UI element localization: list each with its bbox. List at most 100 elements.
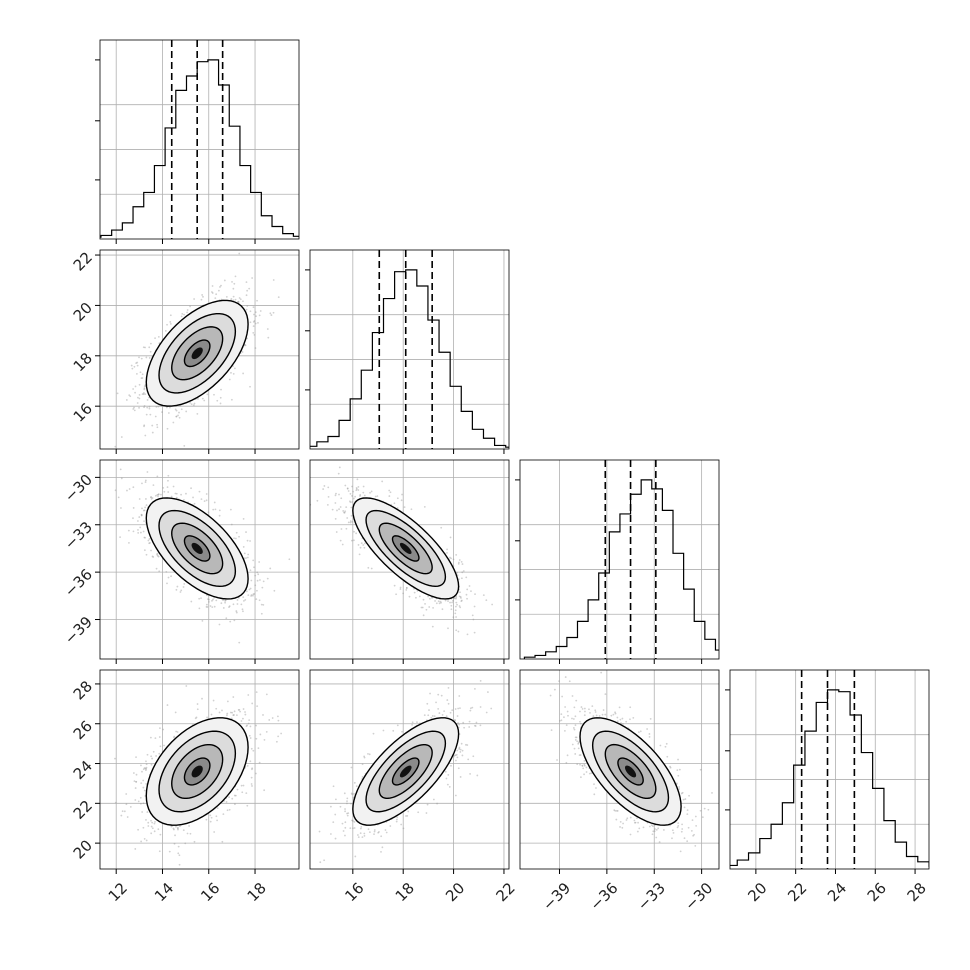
histogram-bar	[609, 532, 620, 659]
scatter-point	[334, 502, 337, 504]
scatter-point	[637, 821, 639, 824]
scatter-point	[410, 508, 413, 511]
scatter-point	[139, 802, 142, 805]
scatter-point	[149, 342, 152, 345]
scatter-point	[172, 827, 175, 830]
scatter-point	[354, 495, 357, 498]
scatter-point	[277, 296, 280, 299]
scatter-point	[215, 293, 218, 296]
scatter-point	[577, 747, 580, 750]
scatter-point	[251, 768, 253, 771]
scatter-point	[389, 825, 392, 827]
contour-line	[158, 312, 237, 394]
contour-line	[378, 522, 433, 575]
y-tick-label: 22	[70, 797, 96, 823]
scatter-point	[193, 840, 196, 843]
scatter-point	[619, 820, 622, 823]
scatter-point	[380, 850, 382, 853]
scatter-point	[195, 716, 198, 719]
histogram-bar	[439, 352, 450, 449]
y-tick-label: −30	[61, 471, 96, 506]
scatter-point	[182, 586, 185, 588]
scatter-point	[235, 714, 238, 717]
scatter-point	[143, 536, 146, 539]
scatter-point	[344, 808, 346, 810]
scatter-point	[250, 747, 253, 750]
scatter-point	[392, 729, 395, 732]
scatter-point	[220, 388, 222, 391]
scatter-point	[123, 810, 126, 813]
scatter-point	[215, 707, 218, 710]
scatter-point	[322, 488, 325, 490]
scatter-point	[403, 506, 406, 508]
scatter-point	[262, 604, 265, 606]
scatter-point	[185, 685, 188, 687]
scatter-point	[242, 546, 245, 548]
scatter-point	[560, 713, 563, 716]
scatter-point	[677, 774, 680, 777]
scatter-point	[359, 494, 362, 496]
scatter-point	[133, 780, 136, 783]
scatter-point	[574, 715, 577, 718]
scatter-point	[357, 489, 360, 491]
scatter-point	[473, 724, 476, 727]
scatter-point	[361, 763, 364, 766]
scatter-point	[156, 554, 159, 557]
scatter-point	[459, 707, 461, 710]
scatter-point	[580, 776, 582, 779]
histogram-bar	[705, 639, 716, 659]
scatter-point	[381, 846, 384, 849]
scatter-point	[455, 601, 458, 604]
scatter-point	[344, 810, 346, 813]
x-tick-label: 16	[341, 879, 367, 905]
scatter-point	[140, 357, 143, 360]
panel-frame	[309, 459, 510, 660]
scatter-point	[355, 488, 358, 490]
scatter-point	[479, 724, 482, 727]
scatter-point	[432, 606, 434, 609]
scatter-point	[456, 756, 459, 759]
scatter-point	[465, 743, 467, 746]
scatter-point	[411, 723, 413, 726]
scatter-point	[626, 817, 629, 820]
scatter-point	[252, 559, 255, 562]
scatter-point	[148, 542, 151, 545]
scatter-point	[447, 600, 449, 602]
scatter-point	[226, 712, 229, 715]
scatter-point	[632, 716, 635, 719]
contour-line	[352, 497, 460, 600]
scatter-point	[255, 598, 258, 601]
contour-line	[171, 326, 224, 381]
scatter-point	[252, 593, 255, 596]
scatter-point	[135, 773, 138, 776]
scatter-point	[345, 506, 348, 508]
scatter-point	[132, 486, 135, 489]
scatter-point	[157, 495, 159, 498]
histogram-bar	[895, 842, 906, 869]
scatter-point	[451, 601, 453, 604]
scatter-point	[137, 828, 139, 831]
panel-3-1: −39 −36 −33 −30	[61, 459, 300, 664]
histogram-bar	[546, 652, 557, 659]
scatter-point	[468, 726, 471, 728]
histogram-bar	[577, 621, 588, 659]
scatter-point	[438, 602, 441, 605]
scatter-point	[140, 782, 143, 785]
scatter-point	[158, 736, 161, 738]
scatter-point	[238, 535, 240, 538]
scatter-point	[253, 320, 256, 322]
scatter-point	[253, 313, 255, 316]
scatter-point	[166, 582, 168, 585]
scatter-point	[145, 760, 147, 763]
scatter-point	[178, 411, 180, 414]
scatter-point	[571, 743, 574, 746]
scatter-point	[256, 705, 259, 708]
scatter-point	[154, 415, 157, 418]
scatter-point	[573, 728, 576, 731]
scatter-point	[353, 793, 355, 795]
scatter-point	[254, 311, 257, 314]
scatter-point	[146, 753, 149, 756]
scatter-point	[157, 493, 160, 496]
scatter-point	[577, 741, 580, 744]
scatter-point	[455, 616, 457, 618]
